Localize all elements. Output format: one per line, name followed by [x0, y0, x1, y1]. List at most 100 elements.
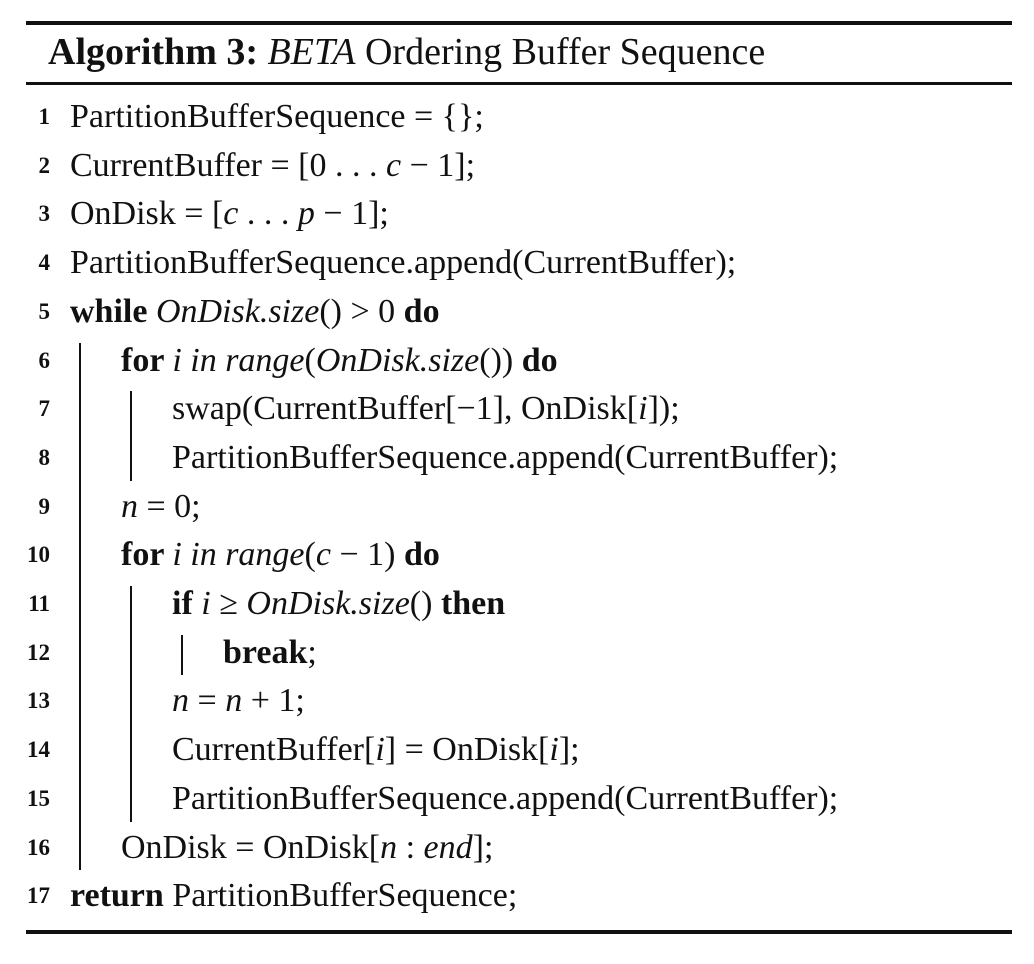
code-text: + 1;: [242, 682, 305, 720]
math-italic: c: [223, 195, 239, 233]
line-code: for i in range(OnDisk.size()) do: [121, 337, 558, 385]
code-text: − 1): [330, 536, 404, 574]
line-code: OnDisk = [c . . . p − 1];: [70, 190, 389, 238]
line-code: PartitionBufferSequence.append(CurrentBu…: [172, 775, 838, 823]
line-code: CurrentBuffer[i] = OnDisk[i];: [172, 726, 580, 774]
block-indent-bar: [181, 634, 183, 676]
line-number: 14: [27, 737, 50, 763]
line-number: 2: [38, 152, 51, 178]
keyword: return: [70, 877, 173, 915]
line-number: 12: [27, 639, 50, 665]
code-text: (): [409, 585, 441, 622]
line-code: n = 0;: [121, 483, 201, 531]
code-text: = 0;: [138, 487, 201, 525]
math-italic: n: [225, 682, 243, 720]
line-number: 8: [38, 444, 51, 470]
line-code: for i in range(c − 1) do: [121, 531, 440, 579]
math-italic: OnDisk.size: [155, 292, 320, 330]
algorithm-title-rest: Ordering Buffer Sequence: [364, 31, 766, 73]
line-code: if i ≥ OnDisk.size() then: [172, 580, 505, 628]
math-italic: i in range: [172, 341, 305, 379]
block-indent-bar: [130, 586, 132, 822]
code-text: PartitionBufferSequence.append(CurrentBu…: [172, 438, 839, 476]
line-code: n = n + 1;: [172, 677, 305, 725]
math-italic: c: [315, 536, 331, 574]
code-text: CurrentBuffer[: [172, 731, 376, 769]
math-italic: i: [201, 585, 211, 622]
math-italic: n: [121, 487, 138, 525]
code-text: (: [304, 341, 316, 379]
line-code: PartitionBufferSequence.append(CurrentBu…: [172, 434, 838, 482]
line-number: 17: [27, 883, 50, 909]
line-code: return PartitionBufferSequence;: [70, 872, 517, 920]
keyword: break: [223, 633, 308, 671]
keyword: do: [403, 292, 440, 330]
line-number: 16: [27, 834, 50, 860]
code-text: swap(CurrentBuffer[−1], OnDisk[: [172, 390, 639, 428]
code-text: PartitionBufferSequence.append(CurrentBu…: [172, 779, 839, 817]
line-code: CurrentBuffer = [0 . . . c − 1];: [70, 142, 475, 190]
math-italic: i: [638, 390, 648, 428]
code-text: − 1];: [314, 195, 389, 233]
math-italic: i: [375, 731, 385, 769]
line-number: 7: [38, 396, 51, 422]
keyword: for: [121, 536, 173, 574]
line-code: PartitionBufferSequence.append(CurrentBu…: [70, 239, 736, 287]
line-number: 5: [38, 298, 51, 324]
math-italic: i in range: [172, 536, 305, 574]
code-text: ()): [479, 341, 522, 379]
header-rule: [26, 82, 1012, 85]
keyword: then: [440, 585, 506, 622]
algorithm-title: Algorithm 3: BETA Ordering Buffer Sequen…: [48, 24, 765, 80]
code-text: OnDisk = [: [70, 195, 224, 233]
code-text: :: [397, 828, 424, 866]
code-text: ≥: [210, 585, 247, 622]
line-number: 4: [38, 250, 51, 276]
code-text: CurrentBuffer = [0 . . .: [70, 146, 386, 184]
code-text: () > 0: [319, 292, 404, 330]
keyword: if: [172, 585, 202, 622]
keyword: do: [521, 341, 558, 379]
block-indent-bar: [130, 391, 132, 481]
line-number: 11: [28, 591, 50, 616]
keyword: while: [70, 292, 156, 330]
top-rule: [26, 21, 1012, 25]
code-text: (: [304, 536, 316, 574]
math-italic: c: [385, 146, 402, 184]
code-text: PartitionBufferSequence;: [172, 877, 518, 915]
math-italic: OnDisk.size: [315, 341, 480, 379]
keyword: for: [121, 341, 173, 379]
line-code: while OnDisk.size() > 0 do: [70, 288, 440, 336]
math-italic: end: [423, 828, 473, 866]
line-number: 9: [38, 493, 51, 519]
math-italic: p: [297, 195, 315, 233]
code-text: − 1];: [401, 146, 476, 184]
code-text: ] = OnDisk[: [384, 731, 550, 769]
code-text: ]);: [647, 390, 680, 428]
math-italic: n: [172, 682, 189, 720]
line-code: break;: [223, 629, 317, 677]
code-text: . . .: [238, 195, 298, 233]
algorithm-name: BETA: [267, 31, 356, 73]
line-code: OnDisk = OnDisk[n : end];: [121, 824, 493, 872]
math-italic: OnDisk.size: [246, 585, 410, 622]
math-italic: i: [549, 731, 559, 769]
code-text: OnDisk = OnDisk[: [121, 828, 381, 866]
line-number: 15: [27, 785, 50, 811]
code-text: ];: [558, 731, 580, 769]
line-number: 3: [38, 201, 51, 227]
keyword: do: [403, 536, 440, 574]
code-text: ;: [307, 633, 317, 671]
bottom-rule: [26, 930, 1012, 934]
algorithm-label: Algorithm 3:: [48, 31, 259, 73]
line-number: 1: [38, 104, 51, 129]
math-italic: n: [380, 828, 398, 866]
line-code: PartitionBufferSequence = {};: [70, 93, 484, 141]
line-number: 6: [38, 347, 51, 373]
code-text: PartitionBufferSequence = {};: [70, 98, 484, 135]
line-number: 10: [27, 542, 50, 568]
code-text: =: [189, 682, 226, 720]
code-text: ];: [472, 828, 494, 866]
line-code: swap(CurrentBuffer[−1], OnDisk[i]);: [172, 385, 680, 433]
code-text: PartitionBufferSequence.append(CurrentBu…: [70, 244, 737, 282]
